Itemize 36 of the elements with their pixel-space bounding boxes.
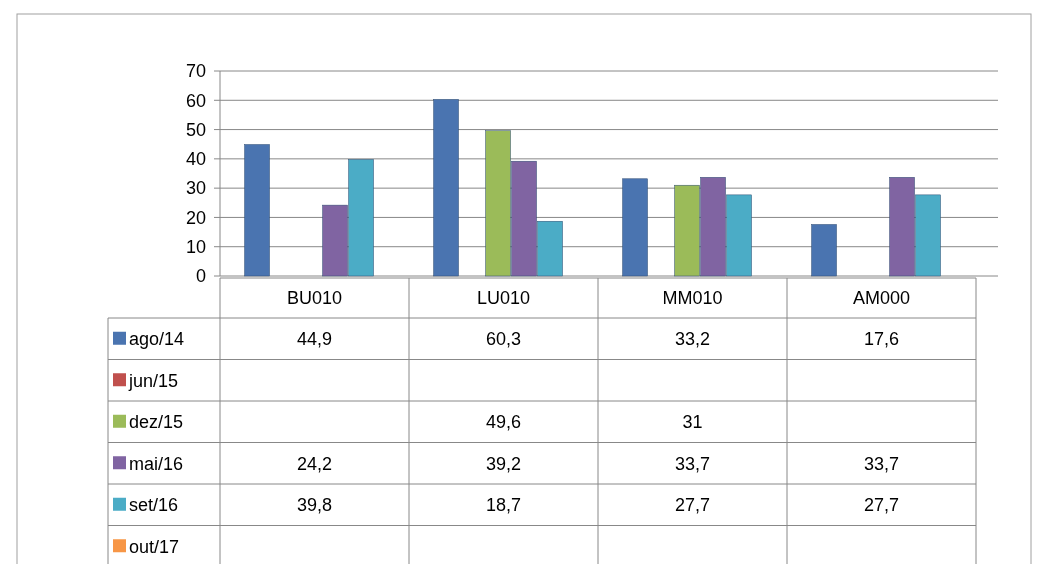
- data-label: 24,2: [296, 453, 333, 474]
- bar: [811, 224, 837, 277]
- legend-label: jun/15: [128, 370, 179, 391]
- y-tick-label: 40: [185, 149, 206, 170]
- legend-label: out/17: [129, 536, 180, 557]
- legend-label: mai/16: [129, 453, 184, 474]
- data-label: 44,9: [296, 329, 333, 350]
- bar: [244, 144, 270, 277]
- y-tick-label: 30: [185, 178, 206, 199]
- y-tick-label: 20: [185, 207, 206, 228]
- data-label: 33,7: [674, 453, 711, 474]
- data-label: 18,7: [485, 495, 522, 516]
- legend-label: ago/14: [129, 329, 185, 350]
- data-label: 39,8: [296, 495, 333, 516]
- data-label: 27,7: [863, 495, 900, 516]
- y-tick-label: 60: [185, 90, 206, 111]
- legend-label: dez/15: [129, 412, 184, 433]
- x-tick-label: BU010: [286, 288, 343, 309]
- data-label: 31: [682, 412, 703, 433]
- legend-label: set/16: [129, 495, 179, 516]
- x-tick-label: LU010: [476, 288, 531, 309]
- data-label: 33,7: [863, 453, 900, 474]
- y-tick-label: 10: [185, 237, 206, 258]
- bar: [622, 178, 648, 277]
- x-tick-label: MM010: [662, 288, 723, 309]
- data-label: 17,6: [863, 329, 900, 350]
- data-label: 33,2: [674, 329, 711, 350]
- data-label: 60,3: [485, 329, 522, 350]
- x-tick-label: AM000: [852, 288, 911, 309]
- y-tick-label: 50: [185, 119, 206, 140]
- data-label: 27,7: [674, 495, 711, 516]
- y-tick-label: 70: [185, 61, 206, 82]
- data-label: 49,6: [485, 412, 522, 433]
- y-tick-label: 0: [195, 266, 206, 287]
- data-label: 39,2: [485, 453, 522, 474]
- bar: [433, 99, 459, 277]
